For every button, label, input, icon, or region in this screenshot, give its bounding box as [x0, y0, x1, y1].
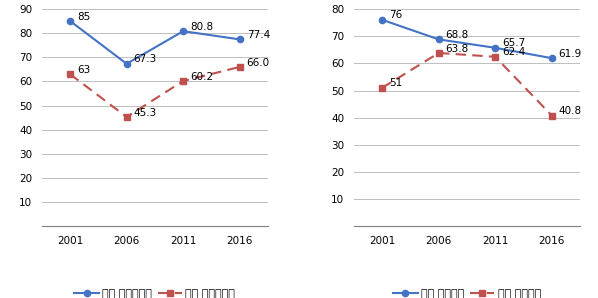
男性 正社員試み	[179, 30, 187, 33]
Line: 女性 正社員試み: 女性 正社員試み	[67, 64, 243, 120]
女性 正社員試み	[179, 79, 187, 83]
Text: 62.4: 62.4	[502, 47, 526, 58]
女性 正社員化	[435, 51, 443, 55]
Text: 51: 51	[389, 78, 402, 89]
男性 正社員化	[379, 18, 386, 21]
Text: 63: 63	[77, 65, 90, 75]
女性 正社員試み	[236, 65, 243, 69]
男性 正社員化	[548, 56, 556, 60]
女性 正社員化	[492, 55, 499, 59]
女性 正社員試み	[66, 72, 74, 76]
Text: 76: 76	[389, 10, 402, 21]
Text: 61.9: 61.9	[559, 49, 582, 59]
男性 正社員化	[492, 46, 499, 49]
男性 正社員試み	[123, 62, 130, 66]
女性 正社員試み	[123, 115, 130, 119]
男性 正社員化	[435, 38, 443, 41]
Text: 45.3: 45.3	[133, 108, 157, 118]
Text: 68.8: 68.8	[446, 30, 469, 40]
Line: 男性 正社員試み: 男性 正社員試み	[67, 18, 243, 67]
女性 正社員化	[548, 114, 556, 117]
Text: 77.4: 77.4	[246, 30, 270, 40]
Legend: 男性 正社員試み, 女性 正社員試み: 男性 正社員試み, 女性 正社員試み	[70, 285, 240, 298]
Legend: 男性 正社員化, 女性 正社員化: 男性 正社員化, 女性 正社員化	[389, 285, 545, 298]
Line: 男性 正社員化: 男性 正社員化	[379, 17, 555, 61]
女性 正社員化	[379, 86, 386, 90]
Text: 63.8: 63.8	[446, 44, 469, 54]
Text: 67.3: 67.3	[133, 55, 157, 64]
Text: 40.8: 40.8	[559, 106, 582, 116]
Text: 85: 85	[77, 12, 90, 22]
男性 正社員試み	[236, 38, 243, 41]
Text: 66.0: 66.0	[246, 58, 270, 68]
男性 正社員試み	[66, 19, 74, 23]
Text: 65.7: 65.7	[502, 38, 526, 49]
Text: 60.2: 60.2	[190, 72, 213, 82]
Line: 女性 正社員化: 女性 正社員化	[379, 50, 555, 119]
Text: 80.8: 80.8	[190, 22, 213, 32]
